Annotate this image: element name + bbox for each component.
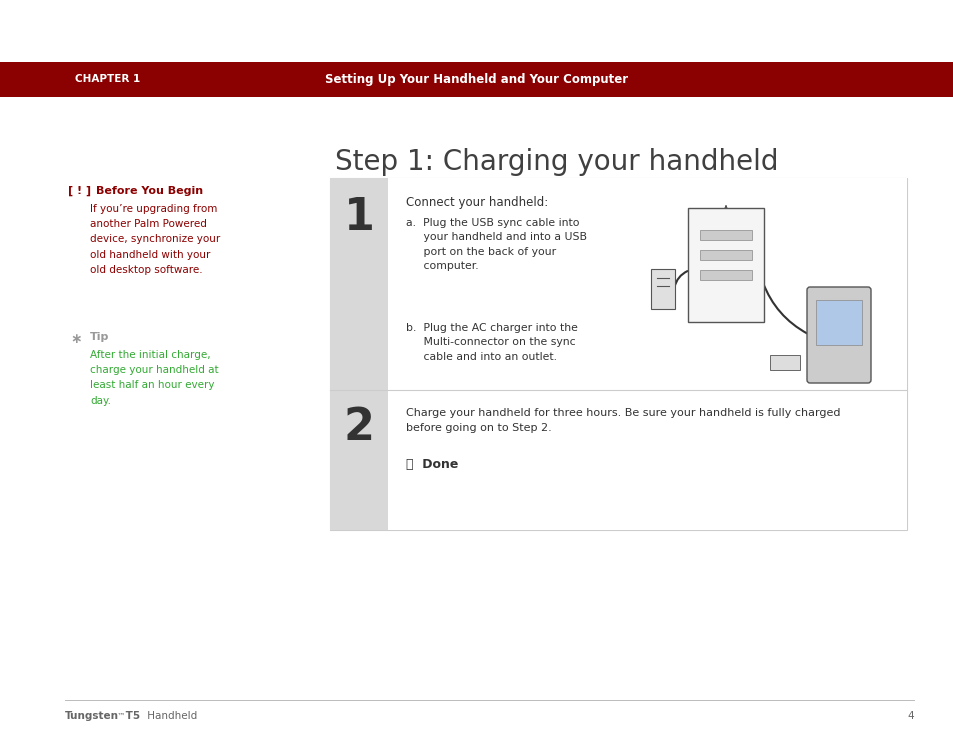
Text: a.  Plug the USB sync cable into
     your handheld and into a USB
     port on : a. Plug the USB sync cable into your han…	[406, 218, 586, 271]
FancyBboxPatch shape	[650, 269, 675, 309]
Bar	[700, 270, 751, 280]
Text: ⤓  Done: ⤓ Done	[406, 458, 457, 471]
Text: 1: 1	[343, 196, 375, 239]
Bar	[388, 390, 906, 530]
Bar	[330, 178, 906, 530]
Text: Tungsten: Tungsten	[65, 711, 119, 721]
Text: Tip: Tip	[90, 332, 110, 342]
FancyBboxPatch shape	[687, 208, 763, 322]
FancyBboxPatch shape	[806, 287, 870, 383]
Text: CHAPTER 1: CHAPTER 1	[75, 75, 140, 84]
Bar	[700, 250, 751, 260]
Text: b.  Plug the AC charger into the
     Multi-connector on the sync
     cable and: b. Plug the AC charger into the Multi-co…	[406, 323, 578, 362]
Bar	[330, 178, 388, 390]
Bar	[700, 230, 751, 240]
Text: ™: ™	[117, 711, 125, 720]
Text: Before You Begin: Before You Begin	[96, 186, 203, 196]
Text: Step 1: Charging your handheld: Step 1: Charging your handheld	[335, 148, 778, 176]
Text: Charge your handheld for three hours. Be sure your handheld is fully charged
bef: Charge your handheld for three hours. Be…	[406, 408, 840, 432]
Text: If you’re upgrading from
another Palm Powered
device, synchronize your
old handh: If you’re upgrading from another Palm Po…	[90, 204, 220, 275]
Text: T5: T5	[122, 711, 140, 721]
Text: Setting Up Your Handheld and Your Computer: Setting Up Your Handheld and Your Comput…	[325, 73, 628, 86]
Text: Connect your handheld:: Connect your handheld:	[406, 196, 548, 209]
Text: Handheld: Handheld	[144, 711, 197, 721]
Text: After the initial charge,
charge your handheld at
least half an hour every
day.: After the initial charge, charge your ha…	[90, 350, 218, 406]
Bar	[388, 178, 906, 390]
Text: [ ! ]: [ ! ]	[68, 186, 91, 196]
Bar	[0, 62, 953, 97]
Bar	[769, 355, 800, 370]
Text: 4: 4	[906, 711, 913, 721]
Text: ∗: ∗	[70, 332, 82, 346]
Bar	[815, 300, 862, 345]
Text: 2: 2	[343, 406, 375, 449]
Bar	[330, 390, 388, 530]
